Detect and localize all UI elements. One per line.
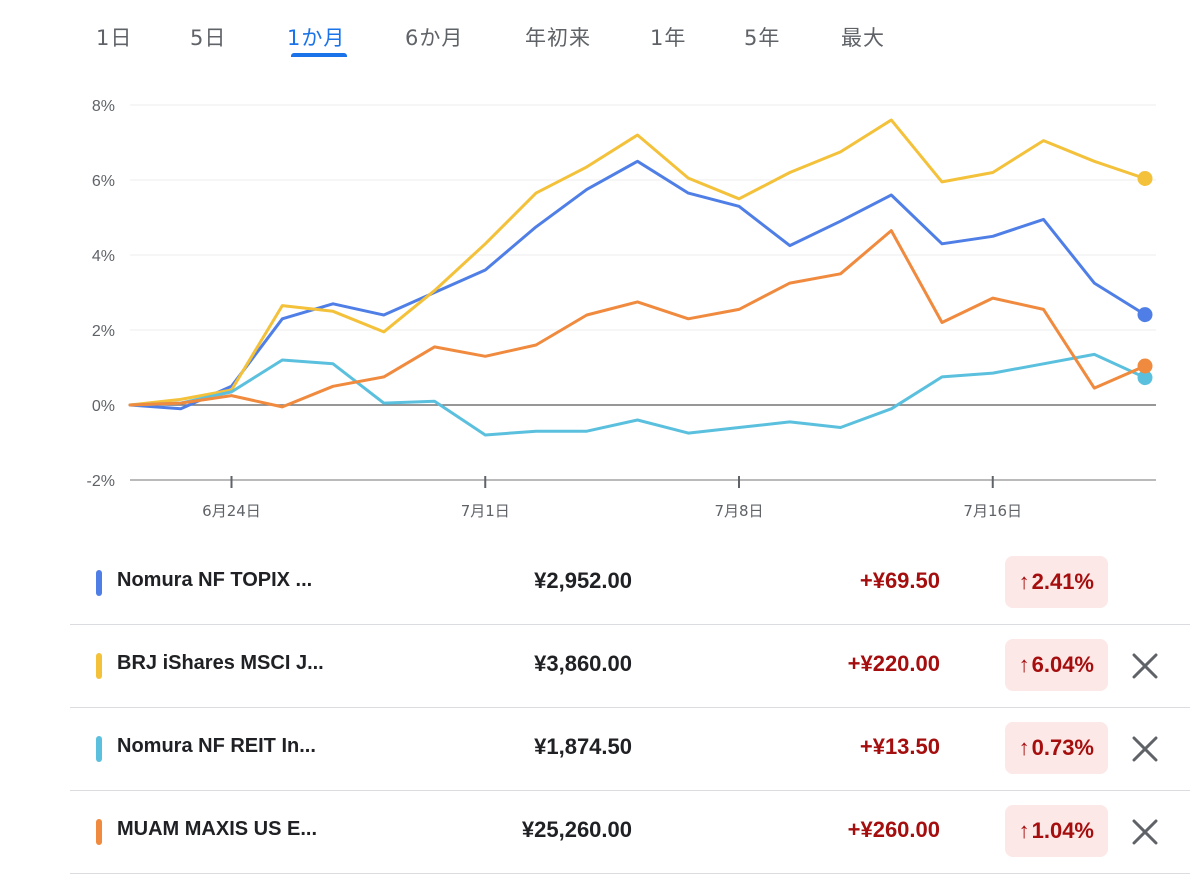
series-color-swatch [96, 570, 102, 596]
arrow-up-icon: ↑ [1018, 569, 1030, 594]
x-tick-label: 7月8日 [714, 502, 763, 520]
series-color-swatch [96, 819, 102, 845]
security-name[interactable]: BRJ iShares MSCI J... [117, 652, 324, 674]
security-price: ¥1,874.50 [534, 734, 632, 759]
price-change: +¥13.50 [859, 734, 940, 759]
chart-series [128, 118, 1147, 437]
list-item[interactable]: BRJ iShares MSCI J... ¥3,860.00 +¥220.00… [70, 625, 1190, 708]
chart-end-markers [1137, 171, 1153, 386]
y-axis: 8% 6% 4% 2% 0% -2% [87, 98, 115, 490]
percent-change: 0.73% [1031, 735, 1094, 760]
comparison-line-chart[interactable]: 8% 6% 4% 2% 0% -2% 6月24日 7月1日 7月8日 7月16日 [0, 85, 1200, 535]
series-end-dot [1137, 358, 1153, 374]
series-end-dot [1137, 307, 1153, 323]
security-price: ¥3,860.00 [534, 651, 632, 676]
series-color-swatch [96, 653, 102, 679]
series-end-dot [1137, 171, 1153, 186]
percent-change-badge: ↑6.04% [1004, 639, 1108, 691]
y-tick-label: 0% [92, 398, 115, 415]
percent-change: 2.41% [1031, 569, 1094, 594]
tab-6m[interactable]: 6か月 [405, 26, 464, 50]
x-tick-label: 6月24日 [202, 502, 261, 520]
x-tick-label: 7月16日 [963, 502, 1022, 520]
series-line [128, 352, 1147, 437]
active-tab-indicator [291, 53, 347, 57]
series-end-dot [1137, 370, 1153, 386]
tab-ytd[interactable]: 年初来 [525, 26, 591, 50]
series-line [128, 118, 1147, 407]
y-tick-label: 4% [92, 248, 115, 265]
percent-change: 1.04% [1031, 818, 1094, 843]
arrow-up-icon: ↑ [1018, 652, 1030, 677]
security-name[interactable]: MUAM MAXIS US E... [117, 818, 318, 840]
percent-change-badge: ↑1.04% [1004, 805, 1108, 857]
list-item[interactable]: MUAM MAXIS US E... ¥25,260.00 +¥260.00 ↑… [70, 791, 1190, 874]
time-range-tabs: 1日 5日 1か月 6か月 年初来 1年 5年 最大 [0, 0, 1200, 70]
list-item[interactable]: Nomura NF REIT In... ¥1,874.50 +¥13.50 ↑… [70, 708, 1190, 791]
close-icon[interactable] [1128, 732, 1162, 766]
x-axis: 6月24日 7月1日 7月8日 7月16日 [130, 476, 1156, 520]
price-change: +¥260.00 [847, 817, 940, 842]
comparison-list: Nomura NF TOPIX ... ¥2,952.00 +¥69.50 ↑2… [70, 542, 1190, 874]
percent-change-badge: ↑0.73% [1004, 722, 1108, 774]
percent-change-badge: ↑2.41% [1004, 556, 1108, 608]
close-icon[interactable] [1128, 649, 1162, 683]
tab-1y[interactable]: 1年 [650, 26, 687, 50]
y-tick-label: 8% [92, 98, 115, 115]
price-change: +¥69.50 [859, 568, 940, 593]
percent-change: 6.04% [1031, 652, 1094, 677]
tab-max[interactable]: 最大 [841, 26, 885, 50]
security-name[interactable]: Nomura NF TOPIX ... [117, 569, 313, 591]
price-change: +¥220.00 [847, 651, 940, 676]
arrow-up-icon: ↑ [1018, 735, 1030, 760]
x-tick-label: 7月1日 [461, 502, 510, 520]
chart-grid [130, 104, 1156, 481]
y-tick-label: 6% [92, 173, 115, 190]
security-price: ¥2,952.00 [534, 568, 632, 593]
y-tick-label: -2% [87, 473, 115, 490]
tab-5y[interactable]: 5年 [744, 26, 781, 50]
series-line [128, 229, 1147, 409]
security-name[interactable]: Nomura NF REIT In... [117, 735, 316, 757]
tab-1m[interactable]: 1か月 [287, 26, 346, 50]
series-line [128, 159, 1147, 411]
tab-5d[interactable]: 5日 [190, 26, 227, 50]
list-item[interactable]: Nomura NF TOPIX ... ¥2,952.00 +¥69.50 ↑2… [70, 542, 1190, 625]
security-price: ¥25,260.00 [521, 817, 632, 842]
series-color-swatch [96, 736, 102, 762]
y-tick-label: 2% [92, 323, 115, 340]
arrow-up-icon: ↑ [1018, 818, 1030, 843]
tab-1d[interactable]: 1日 [96, 26, 133, 50]
close-icon[interactable] [1128, 815, 1162, 849]
